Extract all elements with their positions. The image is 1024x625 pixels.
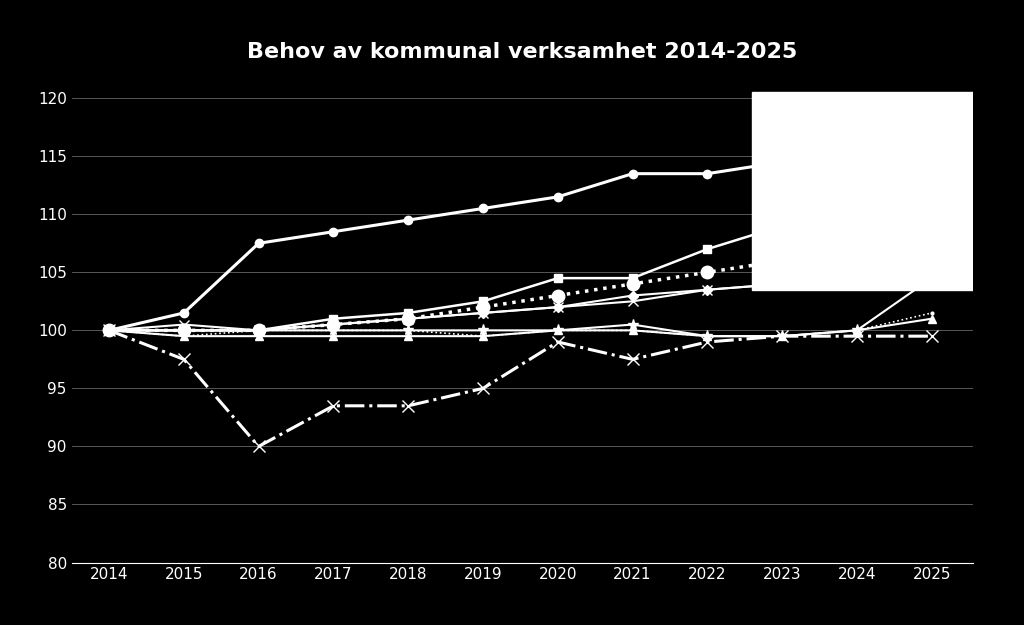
FancyBboxPatch shape [753, 92, 973, 290]
Title: Behov av kommunal verksamhet 2014-2025: Behov av kommunal verksamhet 2014-2025 [247, 42, 798, 62]
